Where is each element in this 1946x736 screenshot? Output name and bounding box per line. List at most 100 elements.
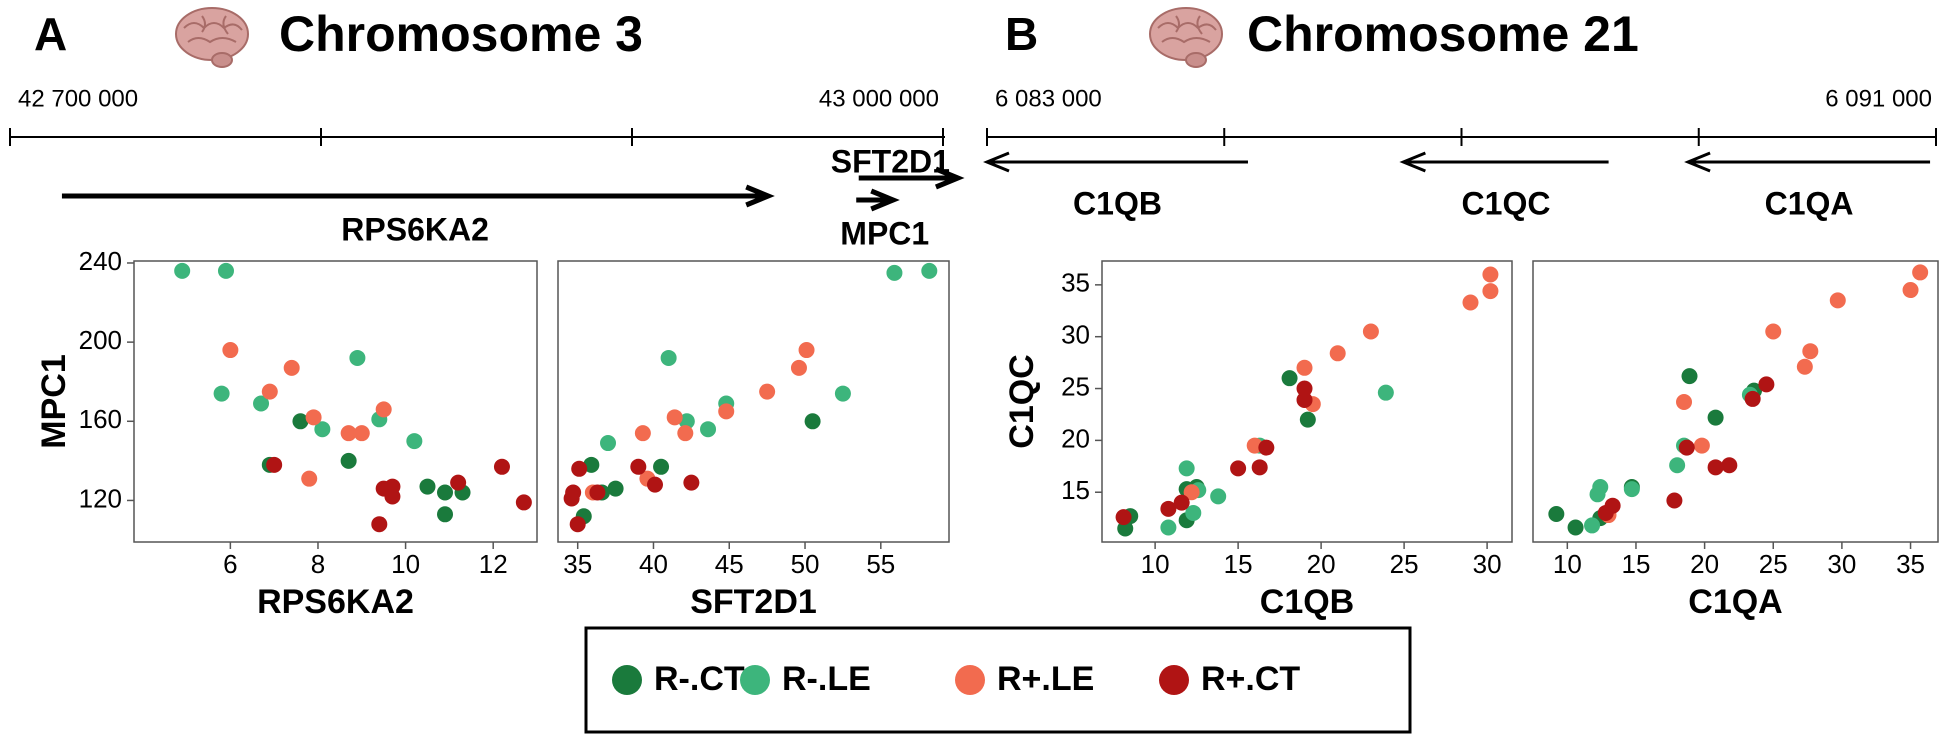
scatter-point <box>1693 437 1710 454</box>
gene-arrowhead <box>870 188 900 212</box>
x-tick-label: 15 <box>1622 549 1651 579</box>
scatter-point <box>1329 345 1346 362</box>
scatter-point <box>1296 380 1313 397</box>
x-axis-label: C1QB <box>1260 583 1354 621</box>
scatter-point <box>886 264 903 281</box>
gene-label: SFT2D1 <box>831 143 950 179</box>
gene-label: C1QC <box>1462 185 1551 221</box>
gene-arrowhead <box>1399 151 1426 173</box>
x-tick-label: 6 <box>223 549 237 579</box>
panel-label: B <box>1005 8 1038 60</box>
gene-arrowhead <box>745 184 775 208</box>
legend-label: R+.CT <box>1201 660 1300 698</box>
scatter-point <box>253 395 270 412</box>
scatter-point <box>1592 479 1609 496</box>
gene-arrowhead <box>1684 151 1711 173</box>
scatter-point <box>1829 292 1846 309</box>
x-tick-label: 10 <box>391 549 420 579</box>
plot-frame <box>557 260 950 543</box>
x-tick-label: 35 <box>1896 549 1925 579</box>
scatter-point <box>1362 323 1379 340</box>
scatter-point <box>493 458 510 475</box>
x-axis-label: SFT2D1 <box>690 583 817 621</box>
x-tick-label: 30 <box>1827 549 1856 579</box>
scatter-point <box>607 480 624 497</box>
scatter-point <box>1115 509 1132 526</box>
track-tick-label: 6 083 000 <box>995 85 1102 112</box>
x-tick-label: 50 <box>791 549 820 579</box>
scatter-point <box>349 349 366 366</box>
scatter-point <box>437 484 454 501</box>
scatter-point <box>314 421 331 438</box>
plot-frame <box>133 260 538 543</box>
scatter-point <box>375 401 392 418</box>
scatter-point <box>305 409 322 426</box>
scatter-point <box>406 433 423 450</box>
scatter-point <box>683 474 700 491</box>
scatter-point <box>653 458 670 475</box>
y-tick-label: 200 <box>79 325 122 355</box>
x-tick-label: 10 <box>1553 549 1582 579</box>
track-tick-label: 42 700 000 <box>18 85 138 112</box>
scatter-point <box>1681 368 1698 385</box>
y-tick-label: 160 <box>79 404 122 434</box>
scatter-point <box>213 385 230 402</box>
scatter-point <box>834 385 851 402</box>
brain-icon <box>1149 7 1223 68</box>
scatter-point <box>1160 519 1177 536</box>
legend-label: R-.CT <box>654 660 745 698</box>
scatter-point <box>1669 457 1686 474</box>
scatter-point <box>1567 519 1584 536</box>
scatter-point <box>1604 497 1621 514</box>
scatter-point <box>804 413 821 430</box>
scatter-point <box>1678 439 1695 456</box>
legend-marker <box>740 665 770 695</box>
scatter-point <box>1802 343 1819 360</box>
legend-label: R-.LE <box>782 660 871 698</box>
scatter-point <box>1251 459 1268 476</box>
scatter-point <box>1462 294 1479 311</box>
y-tick-label: 35 <box>1061 268 1090 298</box>
scatter-point <box>630 458 647 475</box>
scatter-point <box>700 421 717 438</box>
scatter-point <box>1258 439 1275 456</box>
track-tick-label: 6 091 000 <box>1825 85 1932 112</box>
scatter-point <box>1758 376 1775 393</box>
scatter-point <box>450 474 467 491</box>
scatter-point <box>340 425 357 442</box>
scatter-point <box>1796 358 1813 375</box>
scatter-point <box>790 359 807 376</box>
scatter-point <box>589 484 606 501</box>
scatter-point <box>646 476 663 493</box>
scatter-point <box>1299 411 1316 428</box>
scatter-point <box>1482 283 1499 300</box>
legend-marker <box>612 665 642 695</box>
scatter-point <box>1707 459 1724 476</box>
scatter-point <box>1676 394 1693 411</box>
legend-marker <box>1159 665 1189 695</box>
scatter-point <box>353 425 370 442</box>
scatter-point <box>1721 457 1738 474</box>
scatter-point <box>1707 409 1724 426</box>
scatter-point <box>1744 390 1761 407</box>
scatter-point <box>1623 481 1640 498</box>
scatter-point <box>1230 460 1247 477</box>
gene-label: C1QA <box>1765 185 1854 221</box>
scatter-point <box>1584 517 1601 534</box>
scatter-point <box>1765 323 1782 340</box>
gene-arrowhead <box>983 151 1010 173</box>
scatter-point <box>301 470 318 487</box>
y-tick-label: 240 <box>79 246 122 276</box>
x-tick-label: 30 <box>1473 549 1502 579</box>
scatter-point <box>1377 384 1394 401</box>
x-tick-label: 35 <box>563 549 592 579</box>
gene-label: C1QB <box>1073 185 1162 221</box>
scatter-point <box>515 494 532 511</box>
plot-frame <box>1532 260 1939 543</box>
gene-arrowhead <box>934 166 965 190</box>
x-tick-label: 20 <box>1690 549 1719 579</box>
y-tick-label: 120 <box>79 483 122 513</box>
scatter-point <box>660 349 677 366</box>
scatter-point <box>565 484 582 501</box>
legend-marker <box>955 665 985 695</box>
